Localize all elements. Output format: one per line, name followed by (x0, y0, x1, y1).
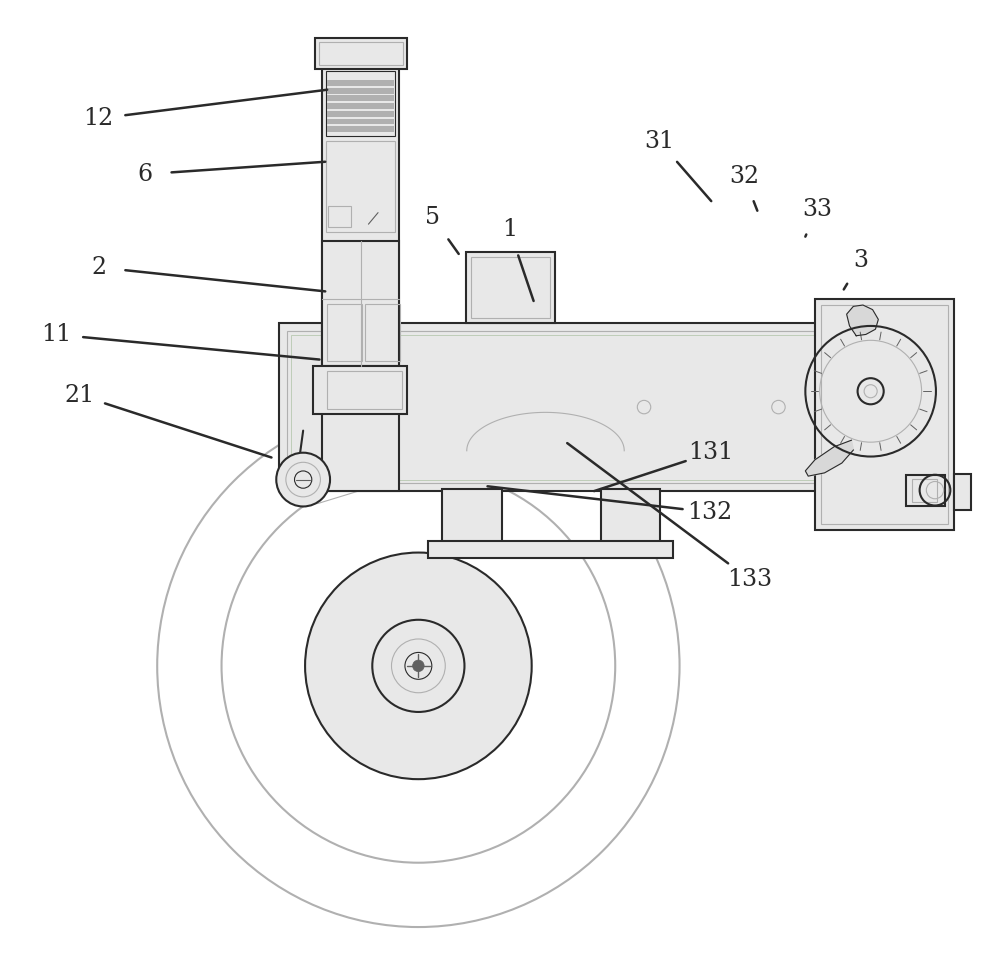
Text: 12: 12 (84, 107, 114, 130)
Bar (326, 141, 395, 232)
Bar (322, 242, 399, 366)
Text: 2: 2 (91, 256, 106, 279)
Bar (327, 304, 362, 361)
Bar (327, 88, 394, 93)
Bar (912, 479, 937, 502)
Text: 5: 5 (425, 206, 440, 229)
Text: 31: 31 (644, 130, 674, 153)
Bar (442, 489, 502, 547)
Bar (313, 366, 407, 414)
Bar (287, 330, 850, 483)
Bar (471, 257, 550, 318)
Bar (327, 371, 402, 409)
Text: 133: 133 (727, 568, 772, 591)
Polygon shape (847, 305, 878, 336)
Polygon shape (805, 440, 853, 476)
Bar (327, 111, 394, 117)
Circle shape (276, 453, 330, 507)
Bar (906, 475, 945, 506)
Bar (601, 489, 660, 547)
Bar (322, 39, 399, 491)
Bar (815, 299, 954, 530)
Circle shape (413, 660, 424, 671)
Bar (326, 70, 395, 136)
Text: 11: 11 (41, 323, 72, 346)
Text: 132: 132 (687, 501, 732, 524)
Text: 21: 21 (64, 383, 95, 406)
Bar (821, 305, 948, 524)
Bar (365, 304, 400, 361)
Text: 32: 32 (729, 165, 759, 188)
Bar (954, 474, 971, 510)
Text: 33: 33 (802, 198, 832, 221)
Bar (428, 541, 673, 559)
Bar (327, 118, 394, 124)
Bar (327, 80, 394, 86)
Text: 3: 3 (854, 249, 869, 273)
Bar (279, 323, 858, 491)
Circle shape (305, 553, 532, 779)
Text: 6: 6 (137, 163, 152, 186)
Text: 131: 131 (689, 441, 734, 464)
Bar (327, 103, 394, 109)
Bar (315, 38, 407, 68)
Bar (328, 206, 351, 227)
Bar (327, 126, 394, 132)
Bar (466, 252, 555, 323)
Bar (291, 334, 847, 480)
Bar (319, 41, 403, 65)
Text: 1: 1 (502, 219, 517, 242)
Bar (327, 95, 394, 101)
